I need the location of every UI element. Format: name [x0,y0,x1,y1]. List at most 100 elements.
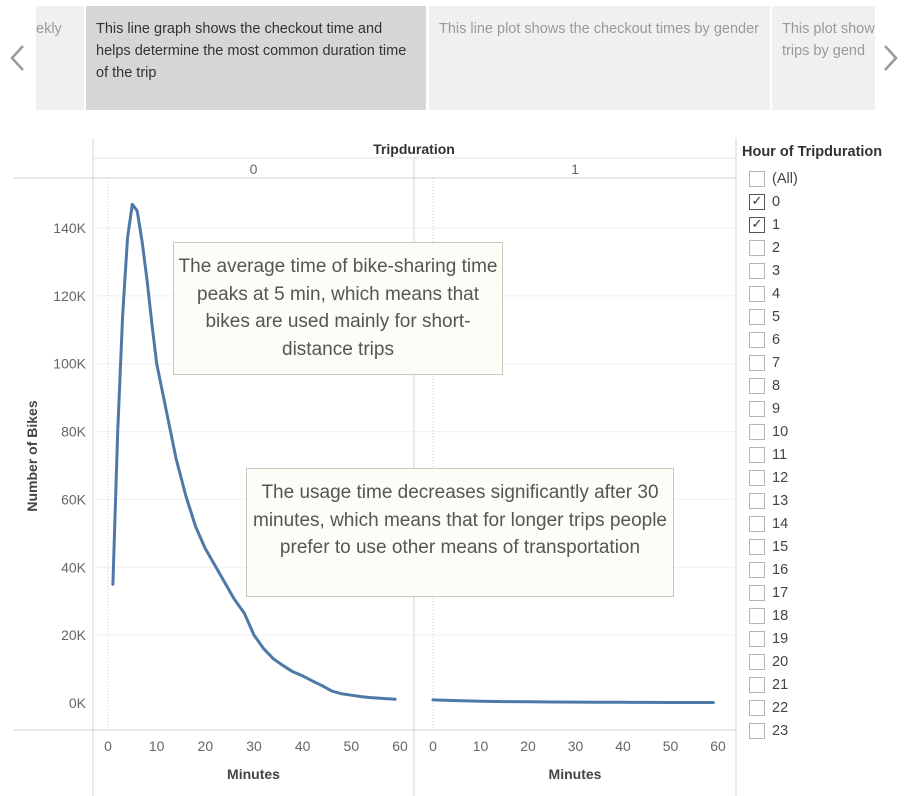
filter-option-label: 6 [772,331,781,348]
filter-option[interactable]: ✓ 0 [749,190,798,213]
y-tick-label: 0K [69,695,87,711]
filter-option[interactable]: 9 [749,397,798,420]
filter-list: (All) ✓ 0 ✓ 1 2 3 4 5 6 7 8 9 10 11 12 13 14 15 16 17 18 19 20 2… [749,167,798,742]
filter-option[interactable]: 3 [749,259,798,282]
filter-option[interactable]: 22 [749,696,798,719]
checkbox[interactable] [749,676,765,693]
filter-option[interactable]: 13 [749,489,798,512]
story-point-trips-by-gender[interactable]: This plot show trips by gend [772,6,875,110]
filter-option[interactable]: 2 [749,236,798,259]
column-header: Tripduration [373,141,455,157]
filter-option-label: (All) [772,170,798,187]
checkbox[interactable] [749,630,765,647]
checkbox[interactable] [749,584,765,601]
checkbox[interactable] [749,722,765,739]
checkbox[interactable] [749,469,765,486]
filter-option-label: 19 [772,630,789,647]
filter-option-label: 9 [772,400,781,417]
filter-option[interactable]: 20 [749,650,798,673]
story-point-checkout-time[interactable]: This line graph shows the checkout time … [86,6,426,110]
panel-header: 1 [571,161,579,177]
checkbox[interactable] [749,607,765,624]
y-tick-label: 80K [61,424,87,440]
checkbox[interactable] [749,285,765,302]
checkbox[interactable] [749,515,765,532]
x-tick-label: 0 [104,738,112,754]
series-line [431,698,715,704]
checkbox[interactable]: ✓ [749,216,765,233]
checkbox[interactable] [749,561,765,578]
filter-option[interactable]: 15 [749,535,798,558]
checkmark-icon: ✓ [751,194,763,209]
filter-option-label: 4 [772,285,781,302]
checkbox[interactable] [749,400,765,417]
filter-option-label: 20 [772,653,789,670]
y-tick-label: 140K [53,220,86,236]
filter-option[interactable]: 4 [749,282,798,305]
x-tick-label: 20 [198,738,214,754]
checkbox[interactable] [749,538,765,555]
filter-option-label: 16 [772,561,789,578]
checkbox[interactable] [749,423,765,440]
checkbox[interactable] [749,377,765,394]
checkbox[interactable] [749,262,765,279]
filter-option[interactable]: 10 [749,420,798,443]
filter-option[interactable]: 14 [749,512,798,535]
x-tick-label: 40 [295,738,311,754]
filter-option[interactable]: 21 [749,673,798,696]
checkbox[interactable] [749,308,765,325]
filter-option-label: 11 [772,446,788,463]
filter-option-label: 5 [772,308,781,325]
checkbox[interactable] [749,331,765,348]
checkbox[interactable] [749,354,765,371]
filter-option[interactable]: 7 [749,351,798,374]
y-tick-label: 100K [53,356,86,372]
chevron-right-icon[interactable] [880,38,900,78]
x-tick-label: 60 [392,738,408,754]
y-tick-label: 60K [61,491,87,507]
checkbox[interactable] [749,239,765,256]
story-point-weekly[interactable]: ekly [36,6,84,110]
filter-option-label: 21 [772,676,789,693]
filter-option[interactable]: ✓ 1 [749,213,798,236]
filter-option-label: 22 [772,699,789,716]
x-tick-label: 60 [710,738,726,754]
checkbox[interactable]: ✓ [749,193,765,210]
chevron-left-icon[interactable] [8,38,28,78]
x-tick-label: 20 [520,738,536,754]
checkbox[interactable] [749,170,765,187]
filter-option[interactable]: 5 [749,305,798,328]
checkbox[interactable] [749,492,765,509]
filter-option[interactable]: 8 [749,374,798,397]
x-axis-label: Minutes [549,766,602,782]
filter-option[interactable]: 18 [749,604,798,627]
x-axis-label: Minutes [227,766,280,782]
checkbox[interactable] [749,446,765,463]
story-point-text: This plot show trips by gend [782,21,875,59]
annotation-peak: The average time of bike-sharing time pe… [173,242,503,375]
filter-option-label: 7 [772,354,781,371]
checkbox[interactable] [749,653,765,670]
filter-option[interactable]: 12 [749,466,798,489]
x-tick-label: 10 [149,738,165,754]
story-point-text: This line graph shows the checkout time … [96,21,407,81]
filter-option[interactable]: (All) [749,167,798,190]
filter-option[interactable]: 16 [749,558,798,581]
filter-option-label: 1 [772,216,781,233]
filter-option[interactable]: 23 [749,719,798,742]
y-axis-label: Number of Bikes [24,400,40,511]
story-point-checkout-by-gender[interactable]: This line plot shows the checkout times … [429,6,770,110]
x-tick-label: 50 [344,738,360,754]
filter-option[interactable]: 6 [749,328,798,351]
filter-option-label: 3 [772,262,781,279]
filter-option[interactable]: 11 [749,443,798,466]
filter-option[interactable]: 19 [749,627,798,650]
filter-option[interactable]: 17 [749,581,798,604]
checkbox[interactable] [749,699,765,716]
filter-title: Hour of Tripduration [742,144,883,160]
x-tick-label: 40 [615,738,631,754]
x-tick-label: 50 [663,738,679,754]
series-line [111,202,397,701]
x-tick-label: 0 [429,738,437,754]
story-point-text: ekly [36,21,62,37]
